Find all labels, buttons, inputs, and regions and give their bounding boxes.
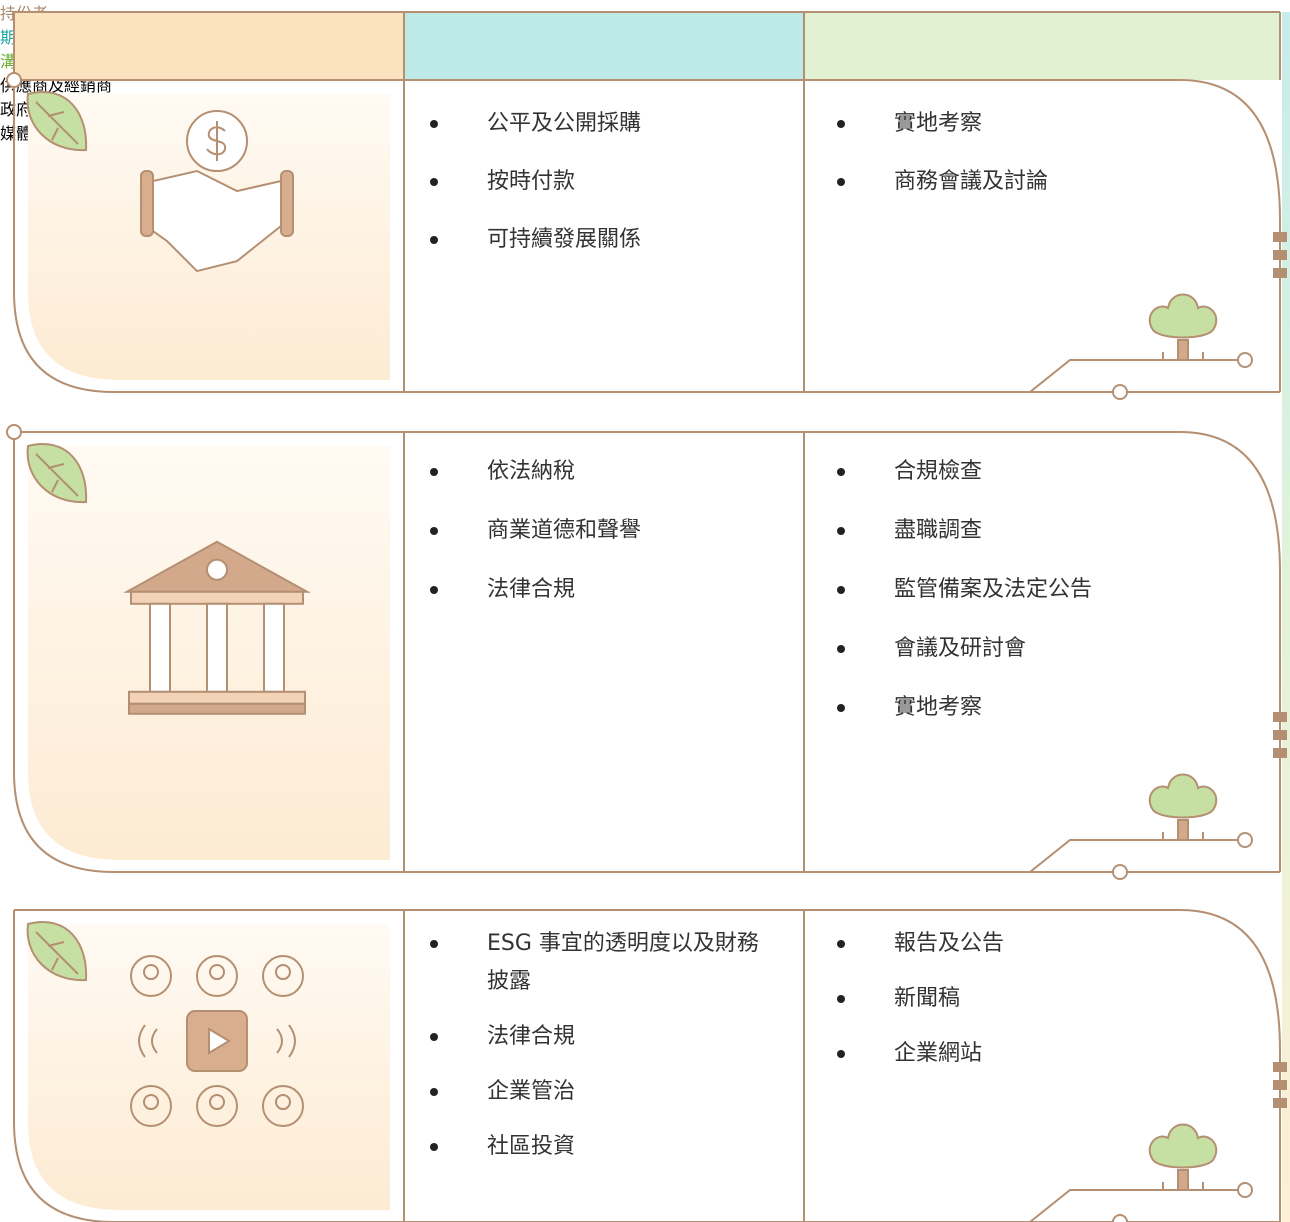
beam [130, 590, 304, 605]
connector [1273, 268, 1287, 278]
expectation-item: 企業管治 [430, 1073, 777, 1111]
expectation-item: 公平及公開採購 [430, 105, 777, 143]
person [196, 1085, 238, 1128]
leaf-vein [35, 453, 79, 497]
node [1112, 384, 1128, 400]
building-icon [123, 540, 311, 715]
node [6, 424, 22, 440]
tree-icon [1148, 773, 1253, 848]
node [1112, 864, 1128, 880]
head [275, 964, 291, 981]
expectations-list: 依法納稅商業道德和聲譽 法律合規 [430, 453, 777, 609]
tree-icon [1148, 1123, 1253, 1198]
expectation-item: 可持續發展關係 [430, 221, 777, 259]
leaf-icon [26, 91, 88, 152]
person [262, 1085, 304, 1128]
person [196, 955, 238, 998]
expectations-list: ESG 事宜的透明度以及財務披露法律合規企業管治社區投資 [430, 925, 777, 1166]
media-icon [130, 955, 304, 1128]
node [1237, 1182, 1253, 1198]
column [149, 602, 171, 693]
node [1237, 352, 1253, 368]
column [263, 602, 285, 693]
expectation-item: ESG 事宜的透明度以及財務披露 [430, 925, 777, 1001]
ground [1158, 352, 1238, 361]
channels-list: 合規檢查盡職調查監管備案及法定公告 會議及研討會 實地考察 [837, 453, 1184, 727]
trunk [1177, 819, 1189, 841]
leaf [26, 921, 88, 982]
leaf-icon [26, 921, 88, 982]
row-outline [13, 431, 1281, 873]
connector [1273, 250, 1287, 260]
expectation-item: 法律合規 [430, 571, 777, 609]
trunk [1177, 339, 1189, 361]
crown [1148, 773, 1218, 819]
person [130, 955, 172, 998]
channel-item: 會議及研討會 [837, 630, 1184, 668]
leaf [26, 91, 88, 152]
base [128, 690, 306, 705]
connector [1273, 712, 1287, 722]
head [209, 1094, 225, 1111]
waves [138, 1024, 296, 1058]
row-outline [13, 909, 1281, 1222]
connector [1273, 232, 1287, 242]
channel-item: 報告及公告 [837, 925, 1184, 963]
crown [1148, 293, 1218, 339]
leaf-icon [26, 443, 88, 504]
channel-item: 實地考察 [837, 105, 1184, 143]
connector [1273, 1098, 1287, 1108]
leaf-vein [35, 101, 79, 145]
channel-item: 合規檢查 [837, 453, 1184, 491]
channel-item: 監管備案及法定公告 [837, 571, 1184, 609]
expectations-list: 公平及公開採購 按時付款可持續發展關係 [430, 105, 777, 259]
play [208, 1027, 231, 1055]
tree-icon [1148, 293, 1253, 368]
channel-item: 新聞稿 [837, 980, 1184, 1018]
expectation-item: 社區投資 [430, 1128, 777, 1166]
node [1112, 1214, 1128, 1222]
channel-item: 實地考察 [837, 689, 1184, 727]
expectation-item: 依法納稅 [430, 453, 777, 491]
head [209, 964, 225, 981]
channels-list: 實地考察商務會議及討論 [837, 105, 1184, 201]
base [128, 702, 306, 715]
ground [1158, 1182, 1238, 1191]
head [143, 1094, 159, 1111]
dollar [206, 121, 227, 162]
head [143, 964, 159, 981]
column [206, 602, 228, 693]
cuff [140, 170, 154, 238]
expectation-item: 商業道德和聲譽 [430, 512, 777, 550]
head [275, 1094, 291, 1111]
channel-item: 商務會議及討論 [837, 163, 1184, 201]
ground [1158, 832, 1238, 841]
window [206, 558, 228, 581]
node [6, 72, 22, 88]
expectation-item: 按時付款 [430, 163, 777, 201]
person [262, 955, 304, 998]
channels-list: 報告及公告新聞稿企業網站 [837, 925, 1184, 1073]
expectation-item: 法律合規 [430, 1018, 777, 1056]
connector [1273, 748, 1287, 758]
trunk [1177, 1169, 1189, 1191]
cuff [280, 170, 294, 238]
leaf [26, 443, 88, 504]
channel-item: 盡職調查 [837, 512, 1184, 550]
row-outline [13, 79, 1281, 393]
connector [1273, 730, 1287, 740]
person [130, 1085, 172, 1128]
handshake-icon [140, 110, 294, 273]
crown [1148, 1123, 1218, 1169]
connector [1273, 1062, 1287, 1072]
node [1237, 832, 1253, 848]
channel-item: 企業網站 [837, 1035, 1184, 1073]
connector [1273, 1080, 1287, 1090]
leaf-vein [35, 931, 79, 975]
hands [152, 169, 282, 273]
